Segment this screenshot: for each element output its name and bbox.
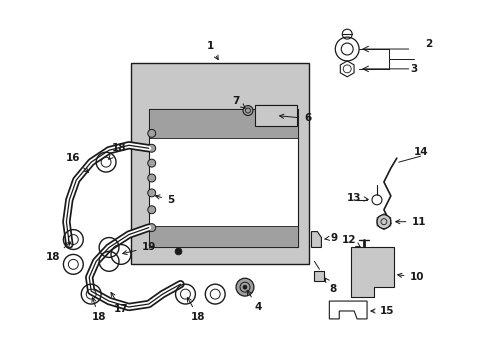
Text: 18: 18 — [108, 143, 126, 159]
Polygon shape — [314, 271, 324, 281]
Text: 12: 12 — [341, 234, 360, 247]
Text: 4: 4 — [246, 291, 261, 312]
Bar — [131, 63, 309, 264]
Text: 8: 8 — [325, 278, 336, 294]
Bar — [148, 109, 297, 138]
Circle shape — [147, 159, 155, 167]
Text: 17: 17 — [111, 292, 128, 314]
Text: 9: 9 — [325, 233, 337, 243]
Circle shape — [147, 144, 155, 152]
Text: 18: 18 — [187, 297, 205, 322]
Circle shape — [147, 206, 155, 214]
Text: 14: 14 — [412, 147, 427, 157]
Text: 1: 1 — [206, 41, 218, 59]
Text: 5: 5 — [155, 195, 174, 205]
Bar — [148, 109, 297, 247]
Polygon shape — [350, 247, 393, 297]
Bar — [254, 105, 296, 126]
Polygon shape — [311, 231, 321, 247]
Circle shape — [175, 248, 182, 255]
Text: 18: 18 — [46, 242, 70, 262]
Circle shape — [147, 189, 155, 197]
Text: 11: 11 — [395, 217, 425, 227]
Bar — [148, 226, 297, 247]
Text: 18: 18 — [92, 298, 106, 322]
Circle shape — [243, 105, 252, 116]
Text: 16: 16 — [66, 153, 88, 172]
Text: 2: 2 — [424, 39, 431, 49]
Circle shape — [147, 174, 155, 182]
Circle shape — [147, 224, 155, 231]
Text: 6: 6 — [279, 113, 310, 123]
Text: 13: 13 — [346, 193, 367, 203]
Text: 3: 3 — [409, 64, 416, 74]
Text: 15: 15 — [370, 306, 393, 316]
Text: 10: 10 — [397, 272, 423, 282]
Circle shape — [147, 129, 155, 137]
Circle shape — [243, 285, 246, 289]
Circle shape — [376, 215, 390, 229]
Text: 19: 19 — [122, 243, 156, 255]
Circle shape — [236, 278, 253, 296]
Text: 7: 7 — [232, 96, 244, 108]
